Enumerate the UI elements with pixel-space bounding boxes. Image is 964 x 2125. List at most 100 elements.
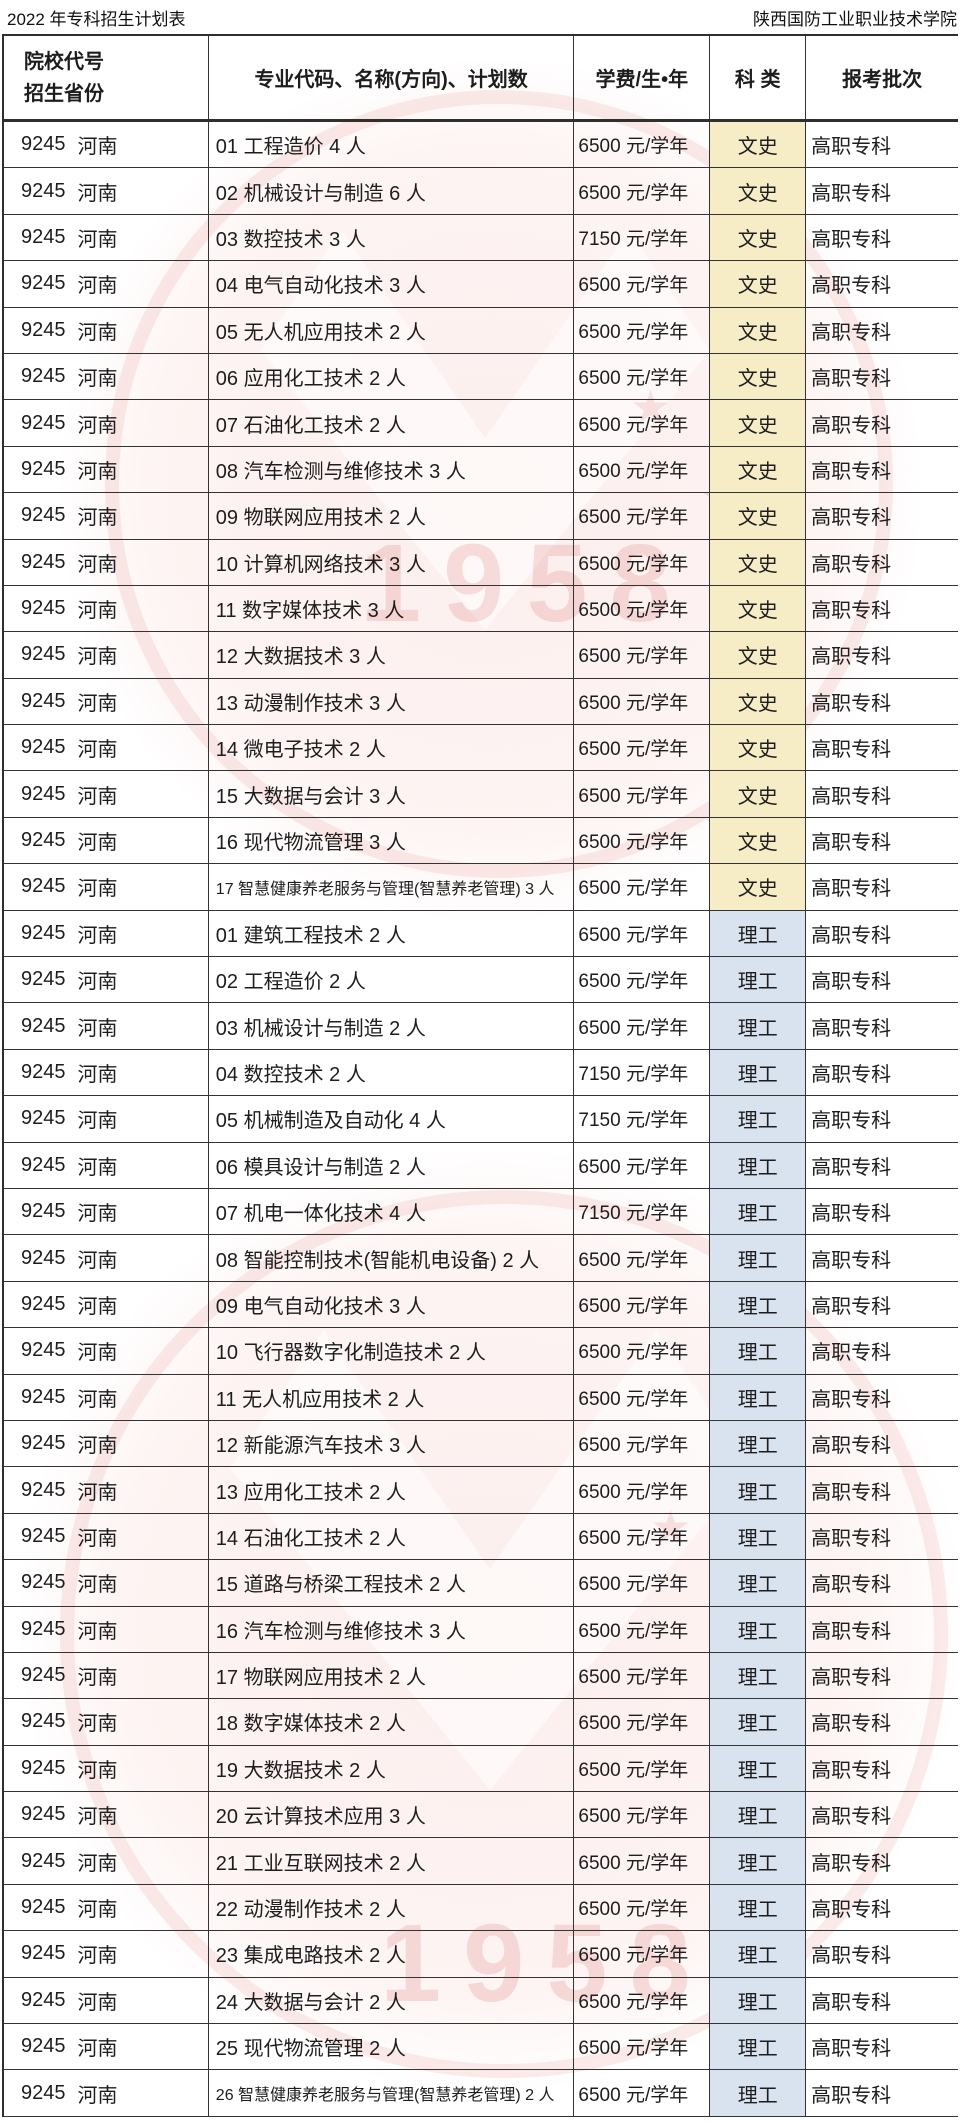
province: 河南	[77, 924, 118, 947]
cell-batch: 高职专科	[811, 2084, 892, 2107]
college-code: 9245	[21, 504, 66, 527]
cell-major: 24 大数据与会计 2 人	[209, 1977, 575, 2024]
cell-batch: 高职专科	[811, 1713, 892, 1736]
cell-major: 11 无人机应用技术 2 人	[209, 1374, 575, 1420]
cell-batch: 高职专科	[811, 600, 892, 623]
table-row: 9245 河南 03 机械设计与制造 2 人 6500 元/学年 理工 高职专科	[4, 1003, 958, 1050]
college-code: 9245	[21, 225, 66, 248]
cell-batch: 高职专科	[811, 1574, 892, 1597]
cell-code-province: 9245 河南	[4, 1142, 209, 1188]
cell-batch: 高职专科	[811, 1945, 892, 1968]
table-row: 9245 河南 25 现代物流管理 2 人 6500 元/学年 理工 高职专科	[4, 2024, 958, 2071]
cell-tuition: 6500 元/学年	[574, 446, 711, 493]
cell-category: 理工	[710, 1003, 807, 1049]
school-name: 陕西国防工业职业技术学院	[753, 9, 957, 29]
table-row: 9245 河南 24 大数据与会计 2 人 6500 元/学年 理工 高职专科	[4, 1977, 958, 2025]
cell-code-province: 9245 河南	[4, 771, 209, 817]
cell-code-province: 9245 河南	[4, 1281, 209, 1328]
cell-tuition: 6500 元/学年	[574, 1838, 711, 1884]
province: 河南	[77, 971, 118, 994]
cell-category: 理工	[710, 1235, 807, 1281]
province: 河南	[77, 1713, 118, 1736]
table-row: 9245 河南 08 智能控制技术(智能机电设备) 2 人 6500 元/学年 理工 高职…	[4, 1235, 958, 1282]
cell-batch: 高职专科	[811, 1527, 892, 1550]
cell-tuition: 6500 元/学年	[574, 2024, 711, 2070]
cell-category: 理工	[710, 1838, 807, 1884]
table-row: 9245 河南 14 微电子技术 2 人 6500 元/学年 文史 高职专科	[4, 725, 958, 772]
cell-tuition: 6500 元/学年	[574, 632, 711, 678]
header-category: 科 类	[710, 36, 807, 119]
college-code: 9245	[21, 1942, 66, 1965]
province: 河南	[77, 646, 118, 669]
cell-code-province: 9245 河南	[4, 261, 209, 307]
cell-major: 04 电气自动化技术 3 人	[209, 261, 575, 307]
province: 河南	[77, 321, 118, 344]
cell-category: 理工	[710, 957, 807, 1003]
cell-tuition: 6500 元/学年	[574, 2070, 711, 2116]
cell-category: 文史	[710, 168, 807, 214]
cell-code-province: 9245 河南	[4, 1560, 209, 1606]
college-code: 9245	[21, 550, 66, 573]
college-code: 9245	[21, 2081, 66, 2104]
cell-batch: 高职专科	[811, 971, 892, 994]
table-row: 9245 河南 16 汽车检测与维修技术 3 人 6500 元/学年 理工 高职专科	[4, 1606, 958, 1653]
cell-major: 16 汽车检测与维修技术 3 人	[209, 1606, 575, 1652]
cell-major: 04 数控技术 2 人	[209, 1049, 575, 1096]
college-code: 9245	[21, 1849, 66, 1872]
cell-category: 文史	[710, 539, 807, 585]
table-row: 9245 河南 10 计算机网络技术 3 人 6500 元/学年 文史 高职专科	[4, 539, 958, 586]
province: 河南	[77, 1852, 118, 1875]
cell-category: 理工	[710, 1328, 807, 1374]
cell-category: 理工	[710, 1884, 807, 1931]
cell-batch: 高职专科	[811, 739, 892, 762]
cell-major: 13 应用化工技术 2 人	[209, 1467, 575, 1513]
cell-code-province: 9245 河南	[4, 353, 209, 400]
table-row: 9245 河南 08 汽车检测与维修技术 3 人 6500 元/学年 文史 高职专科	[4, 446, 958, 494]
cell-code-province: 9245 河南	[4, 1420, 209, 1467]
cell-category: 理工	[710, 1977, 807, 2024]
cell-category: 理工	[710, 1049, 807, 1096]
cell-category: 文史	[710, 632, 807, 678]
cell-tuition: 6500 元/学年	[574, 168, 711, 214]
table-row: 9245 河南 18 数字媒体技术 2 人 6500 元/学年 理工 高职专科	[4, 1699, 958, 1746]
cell-batch: 高职专科	[811, 136, 892, 159]
cell-code-province: 9245 河南	[4, 539, 209, 585]
cell-major: 05 无人机应用技术 2 人	[209, 307, 575, 353]
table-row: 9245 河南 10 飞行器数字化制造技术 2 人 6500 元/学年 理工 高职专科	[4, 1328, 958, 1375]
cell-batch: 高职专科	[811, 368, 892, 391]
cell-major: 10 飞行器数字化制造技术 2 人	[209, 1328, 575, 1374]
cell-tuition: 6500 元/学年	[574, 1513, 711, 1560]
cell-major: 16 现代物流管理 3 人	[209, 817, 575, 864]
cell-code-province: 9245 河南	[4, 493, 209, 539]
cell-tuition: 6500 元/学年	[574, 1467, 711, 1513]
province: 河南	[77, 460, 118, 483]
province: 河南	[77, 136, 118, 159]
table-row: 9245 河南 13 动漫制作技术 3 人 6500 元/学年 文史 高职专科	[4, 678, 958, 726]
province: 河南	[77, 1620, 118, 1643]
province: 河南	[77, 2038, 118, 2061]
cell-tuition: 6500 元/学年	[574, 1699, 711, 1745]
college-code: 9245	[21, 921, 66, 944]
table-row: 9245 河南 12 大数据技术 3 人 6500 元/学年 文史 高职专科	[4, 632, 958, 679]
cell-code-province: 9245 河南	[4, 1467, 209, 1513]
province: 河南	[77, 1342, 118, 1365]
province: 河南	[77, 1295, 118, 1318]
cell-major: 03 机械设计与制造 2 人	[209, 1003, 575, 1049]
table-row: 9245 河南 04 数控技术 2 人 7150 元/学年 理工 高职专科	[4, 1049, 958, 1097]
table-row: 9245 河南 09 物联网应用技术 2 人 6500 元/学年 文史 高职专科	[4, 493, 958, 540]
cell-batch: 高职专科	[811, 228, 892, 251]
table-row: 9245 河南 02 工程造价 2 人 6500 元/学年 理工 高职专科	[4, 957, 958, 1004]
cell-category: 理工	[710, 2070, 807, 2116]
cell-category: 理工	[710, 1188, 807, 1235]
cell-category: 文史	[710, 493, 807, 539]
cell-category: 文史	[710, 817, 807, 864]
cell-tuition: 6500 元/学年	[574, 353, 711, 400]
college-code: 9245	[21, 689, 66, 712]
college-code: 9245	[21, 1571, 66, 1594]
college-code: 9245	[21, 1988, 66, 2011]
cell-major: 22 动漫制作技术 2 人	[209, 1884, 575, 1931]
province: 河南	[77, 1759, 118, 1782]
cell-category: 理工	[710, 1699, 807, 1745]
college-code: 9245	[21, 1153, 66, 1176]
province: 河南	[77, 1388, 118, 1411]
